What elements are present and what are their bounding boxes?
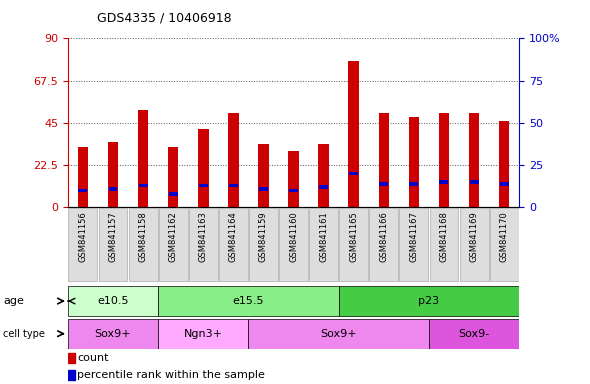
Bar	[189, 208, 218, 281]
Bar	[198, 129, 208, 207]
Bar	[490, 208, 519, 281]
Bar	[369, 208, 398, 281]
Text: Sox9+: Sox9+	[94, 329, 132, 339]
Text: GSM841169: GSM841169	[470, 211, 478, 262]
Bar	[138, 110, 148, 207]
Text: GSM841162: GSM841162	[169, 211, 178, 262]
Text: GSM841164: GSM841164	[229, 211, 238, 262]
Text: GSM841156: GSM841156	[78, 211, 87, 262]
Bar	[319, 185, 328, 189]
Bar	[440, 180, 448, 184]
Bar	[248, 319, 429, 349]
Text: percentile rank within the sample: percentile rank within the sample	[77, 370, 265, 380]
Bar	[349, 172, 358, 175]
Bar	[199, 184, 208, 187]
Text: Ngn3+: Ngn3+	[183, 329, 223, 339]
Text: GSM841166: GSM841166	[379, 211, 388, 262]
Bar	[409, 182, 418, 185]
Bar	[439, 114, 449, 207]
Bar	[349, 61, 359, 207]
Text: GSM841159: GSM841159	[259, 211, 268, 262]
Text: Sox9-: Sox9-	[458, 329, 490, 339]
Text: GSM841170: GSM841170	[500, 211, 509, 262]
Bar	[470, 180, 478, 184]
Bar	[139, 184, 148, 187]
Bar	[499, 121, 509, 207]
Bar	[129, 208, 158, 281]
Text: GSM841163: GSM841163	[199, 211, 208, 262]
Text: GSM841161: GSM841161	[319, 211, 328, 262]
Bar	[279, 208, 308, 281]
Text: age: age	[3, 296, 24, 306]
Bar	[169, 192, 178, 196]
Text: GDS4335 / 10406918: GDS4335 / 10406918	[97, 12, 232, 25]
Bar	[159, 208, 188, 281]
Bar	[78, 189, 87, 192]
Bar	[68, 370, 74, 379]
Bar	[219, 208, 248, 281]
Bar	[399, 208, 428, 281]
Bar	[108, 142, 118, 207]
Bar	[309, 208, 338, 281]
Bar	[68, 208, 97, 281]
Bar	[168, 147, 178, 207]
Text: GSM841160: GSM841160	[289, 211, 298, 262]
Text: e15.5: e15.5	[232, 296, 264, 306]
Bar	[259, 187, 268, 190]
Text: cell type: cell type	[3, 329, 45, 339]
Bar	[228, 114, 238, 207]
Text: GSM841168: GSM841168	[440, 211, 448, 262]
Bar	[78, 147, 88, 207]
Bar	[339, 208, 368, 281]
Bar	[109, 187, 117, 190]
Bar	[430, 208, 458, 281]
Text: GSM841157: GSM841157	[109, 211, 117, 262]
Bar	[258, 144, 268, 207]
Bar	[469, 114, 479, 207]
Text: p23: p23	[418, 296, 440, 306]
Bar	[229, 184, 238, 187]
Bar	[289, 151, 299, 207]
Bar	[319, 144, 329, 207]
Bar	[379, 182, 388, 185]
Bar	[158, 286, 339, 316]
Text: Sox9+: Sox9+	[320, 329, 357, 339]
Bar	[339, 286, 519, 316]
Text: GSM841158: GSM841158	[139, 211, 148, 262]
Bar	[429, 319, 519, 349]
Bar	[68, 319, 158, 349]
Bar	[249, 208, 278, 281]
Text: GSM841165: GSM841165	[349, 211, 358, 262]
Bar	[289, 189, 298, 192]
Text: e10.5: e10.5	[97, 296, 129, 306]
Bar	[500, 182, 509, 185]
Bar	[68, 286, 158, 316]
Bar	[68, 353, 74, 362]
Bar	[460, 208, 489, 281]
Text: count: count	[77, 353, 109, 363]
Bar	[379, 114, 389, 207]
Bar	[99, 208, 127, 281]
Text: GSM841167: GSM841167	[409, 211, 418, 262]
Bar	[409, 117, 419, 207]
Bar	[158, 319, 248, 349]
